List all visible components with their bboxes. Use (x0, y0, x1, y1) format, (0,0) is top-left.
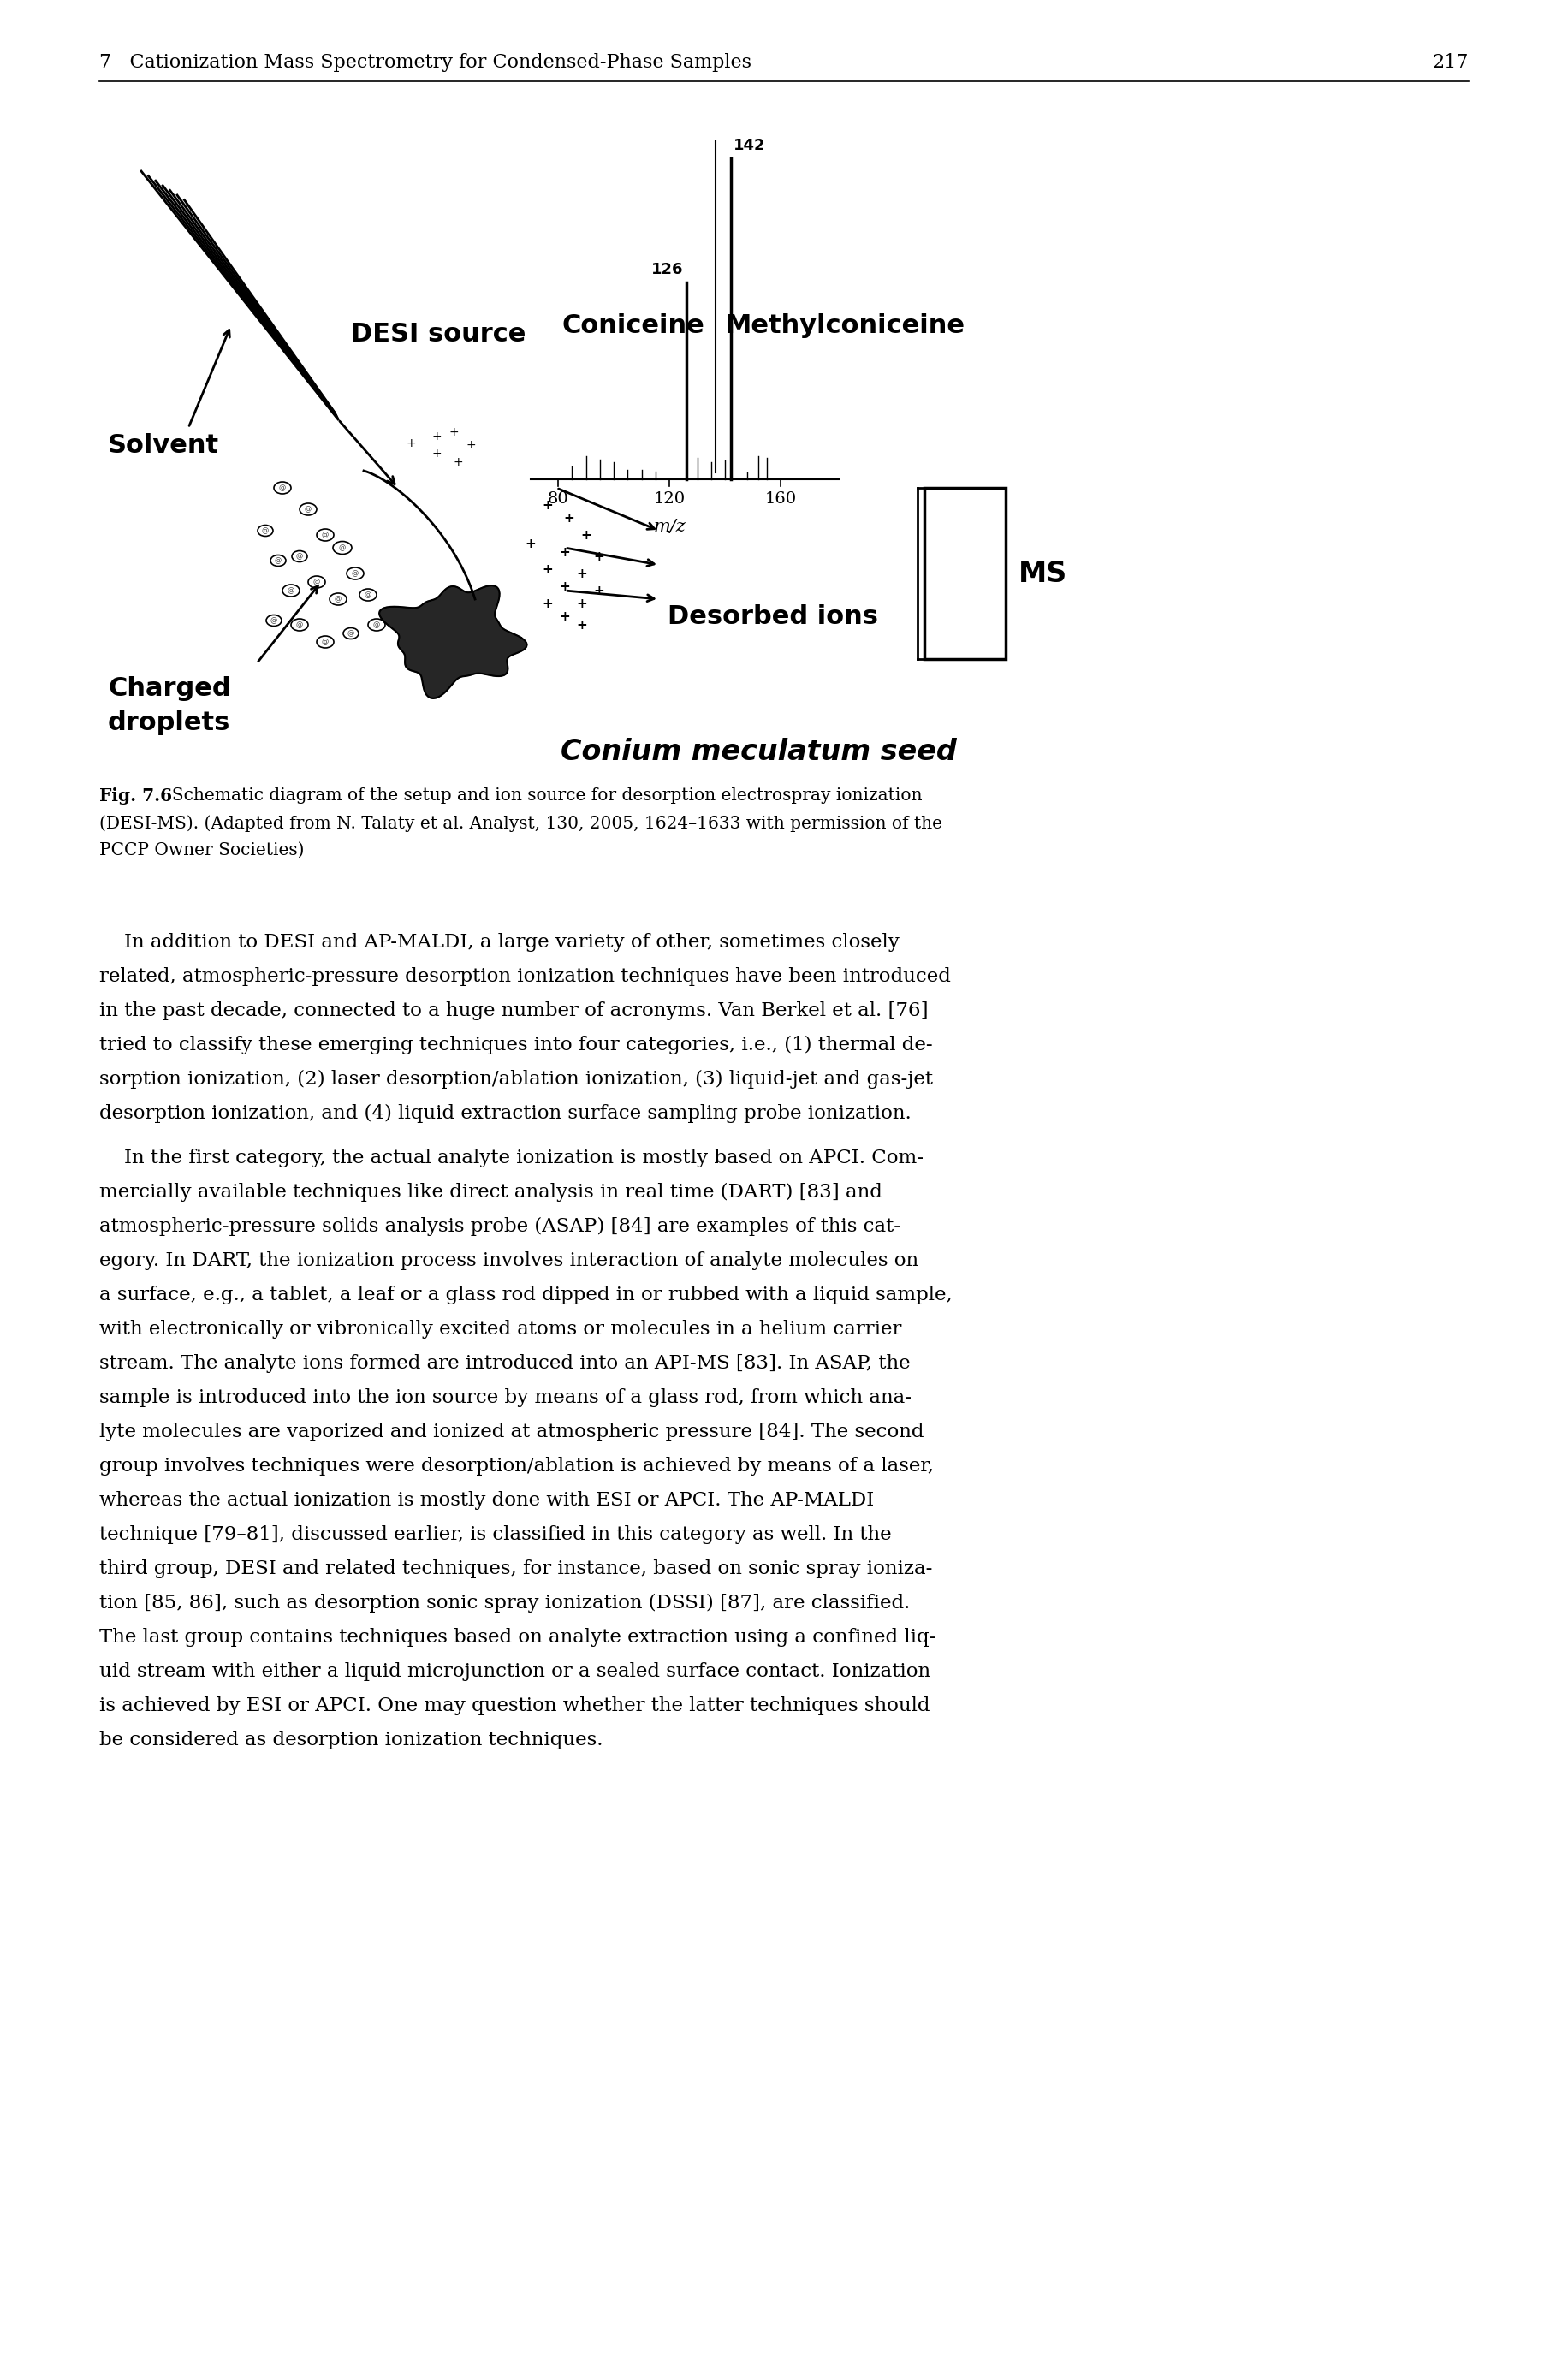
Text: @: @ (296, 554, 303, 561)
Text: Solvent: Solvent (108, 432, 220, 459)
Text: tried to classify these emerging techniques into four categories, i.e., (1) ther: tried to classify these emerging techniq… (99, 1036, 933, 1055)
Text: @: @ (364, 592, 372, 599)
Text: related, atmospheric-pressure desorption ionization techniques have been introdu: related, atmospheric-pressure desorption… (99, 967, 950, 986)
Text: @: @ (287, 587, 295, 594)
Text: 80: 80 (547, 492, 569, 506)
Text: +: + (577, 568, 588, 580)
Text: +: + (453, 456, 463, 468)
Text: in the past decade, connected to a huge number of acronyms. Van Berkel et al. [7: in the past decade, connected to a huge … (99, 1000, 928, 1019)
Text: desorption ionization, and (4) liquid extraction surface sampling probe ionizati: desorption ionization, and (4) liquid ex… (99, 1105, 911, 1124)
Text: +: + (448, 425, 458, 437)
Text: with electronically or vibronically excited atoms or molecules in a helium carri: with electronically or vibronically exci… (99, 1319, 902, 1338)
Text: @: @ (304, 506, 312, 513)
Text: (DESI-MS). (Adapted from N. Talaty et al. Analyst, 130, 2005, 1624–1633 with per: (DESI-MS). (Adapted from N. Talaty et al… (99, 815, 942, 832)
Text: @: @ (321, 639, 329, 646)
Text: +: + (580, 527, 591, 542)
Text: m/z: m/z (654, 518, 685, 535)
Text: DESI source: DESI source (351, 321, 525, 347)
Text: sorption ionization, (2) laser desorption/ablation ionization, (3) liquid-jet an: sorption ionization, (2) laser desorptio… (99, 1069, 933, 1088)
Text: +: + (543, 596, 554, 611)
Text: Coniceine: Coniceine (561, 314, 706, 337)
Text: 217: 217 (1433, 52, 1469, 71)
Text: PCCP Owner Societies): PCCP Owner Societies) (99, 841, 304, 858)
Text: 120: 120 (654, 492, 685, 506)
Text: sample is introduced into the ion source by means of a glass rod, from which ana: sample is introduced into the ion source… (99, 1388, 911, 1407)
Polygon shape (379, 584, 527, 699)
Text: Charged: Charged (108, 677, 230, 701)
Text: Desorbed ions: Desorbed ions (668, 604, 878, 630)
Text: 7   Cationization Mass Spectrometry for Condensed-Phase Samples: 7 Cationization Mass Spectrometry for Co… (99, 52, 751, 71)
Text: +: + (577, 596, 588, 611)
Text: @: @ (274, 556, 282, 565)
Text: @: @ (339, 544, 347, 551)
Text: @: @ (270, 618, 278, 625)
Text: Schematic diagram of the setup and ion source for desorption electrospray ioniza: Schematic diagram of the setup and ion s… (162, 786, 922, 803)
Text: @: @ (314, 577, 320, 587)
Text: @: @ (262, 527, 268, 535)
Text: uid stream with either a liquid microjunction or a sealed surface contact. Ioniz: uid stream with either a liquid microjun… (99, 1663, 930, 1680)
Text: stream. The analyte ions formed are introduced into an API-MS [83]. In ASAP, the: stream. The analyte ions formed are intr… (99, 1354, 911, 1373)
Text: The last group contains techniques based on analyte extraction using a confined : The last group contains techniques based… (99, 1628, 936, 1647)
Text: +: + (560, 611, 571, 623)
Text: egory. In DART, the ionization process involves interaction of analyte molecules: egory. In DART, the ionization process i… (99, 1252, 919, 1271)
Text: +: + (577, 618, 588, 632)
Text: +: + (560, 546, 571, 558)
Text: mercially available techniques like direct analysis in real time (DART) [83] and: mercially available techniques like dire… (99, 1183, 883, 1202)
Text: be considered as desorption ionization techniques.: be considered as desorption ionization t… (99, 1730, 604, 1749)
Text: is achieved by ESI or APCI. One may question whether the latter techniques shoul: is achieved by ESI or APCI. One may ques… (99, 1696, 930, 1715)
Text: +: + (431, 430, 442, 442)
Text: @: @ (351, 570, 359, 577)
Text: @: @ (296, 620, 303, 630)
Text: a surface, e.g., a tablet, a leaf or a glass rod dipped in or rubbed with a liqu: a surface, e.g., a tablet, a leaf or a g… (99, 1285, 952, 1304)
Text: tion [85, 86], such as desorption sonic spray ionization (DSSI) [87], are classi: tion [85, 86], such as desorption sonic … (99, 1594, 909, 1613)
Text: third group, DESI and related techniques, for instance, based on sonic spray ion: third group, DESI and related techniques… (99, 1559, 933, 1578)
Text: +: + (466, 440, 475, 451)
Text: +: + (525, 537, 536, 549)
Text: 126: 126 (651, 261, 684, 278)
Text: group involves techniques were desorption/ablation is achieved by means of a las: group involves techniques were desorptio… (99, 1456, 935, 1475)
Text: Methylconiceine: Methylconiceine (726, 314, 964, 337)
Text: 160: 160 (765, 492, 797, 506)
Text: @: @ (321, 532, 329, 539)
Text: +: + (543, 563, 554, 575)
Text: +: + (560, 580, 571, 592)
Text: @: @ (334, 596, 342, 604)
Text: +: + (406, 437, 416, 449)
Text: @: @ (348, 630, 354, 637)
Text: +: + (594, 549, 605, 563)
Text: 142: 142 (734, 138, 765, 152)
Text: Fig. 7.6: Fig. 7.6 (99, 786, 172, 805)
Text: In addition to DESI and AP-MALDI, a large variety of other, sometimes closely: In addition to DESI and AP-MALDI, a larg… (99, 934, 900, 953)
Text: atmospheric-pressure solids analysis probe (ASAP) [84] are examples of this cat-: atmospheric-pressure solids analysis pro… (99, 1217, 900, 1236)
Text: Conium meculatum seed: Conium meculatum seed (560, 739, 956, 765)
Text: MS: MS (1019, 558, 1068, 587)
Text: +: + (564, 511, 574, 525)
Text: lyte molecules are vaporized and ionized at atmospheric pressure [84]. The secon: lyte molecules are vaporized and ionized… (99, 1423, 924, 1442)
Text: +: + (543, 499, 554, 511)
Text: droplets: droplets (108, 710, 230, 734)
Text: technique [79–81], discussed earlier, is classified in this category as well. In: technique [79–81], discussed earlier, is… (99, 1525, 892, 1544)
Text: @: @ (373, 620, 379, 630)
Text: whereas the actual ionization is mostly done with ESI or APCI. The AP-MALDI: whereas the actual ionization is mostly … (99, 1492, 873, 1509)
Text: In the first category, the actual analyte ionization is mostly based on APCI. Co: In the first category, the actual analyt… (99, 1148, 924, 1167)
Text: @: @ (279, 485, 285, 492)
Text: +: + (594, 584, 605, 596)
Text: +: + (431, 447, 442, 459)
